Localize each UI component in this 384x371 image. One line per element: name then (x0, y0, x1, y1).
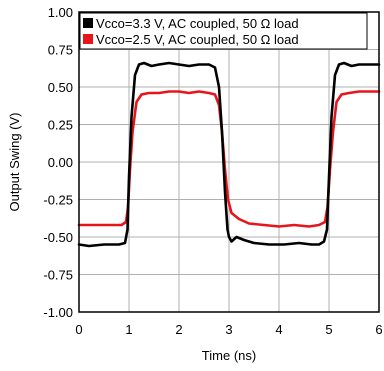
x-tick-label: 3 (225, 322, 232, 337)
y-tick-labels: 1.00 0.75 0.50 0.25 0.00 -0.25 -0.50 -0.75 -1.00 (43, 5, 73, 320)
legend-entry: Vcco=2.5 V, AC coupled, 50 Ω load (96, 32, 299, 47)
y-tick-label: 0.50 (48, 80, 73, 95)
y-tick-label: -1.00 (43, 305, 73, 320)
series-line-3v3 (77, 61, 381, 248)
legend-swatch (83, 18, 93, 28)
x-tick-label: 4 (275, 322, 282, 337)
x-tick-label: 0 (75, 322, 82, 337)
grid-lines (79, 12, 379, 312)
legend: Vcco=3.3 V, AC coupled, 50 Ω loadVcco=2.… (79, 12, 368, 50)
legend-entry: Vcco=3.3 V, AC coupled, 50 Ω load (96, 16, 299, 31)
legend-box (79, 12, 368, 50)
x-tick-label: 5 (325, 322, 332, 337)
x-tick-label: 6 (375, 322, 382, 337)
y-tick-label: -0.50 (43, 230, 73, 245)
y-tick-label: 1.00 (48, 5, 73, 20)
y-tick-label: 0.75 (48, 43, 73, 58)
y-axis-label: Output Swing (V) (7, 113, 22, 212)
series-lines (77, 61, 381, 248)
y-tick-label: -0.75 (43, 268, 73, 283)
plot-frame (78, 11, 380, 313)
y-tick-label: 0.25 (48, 118, 73, 133)
y-tick-label: -0.25 (43, 193, 73, 208)
y-tick-label: 0.00 (48, 155, 73, 170)
x-tick-label: 1 (125, 322, 132, 337)
x-tick-labels: 0 1 2 3 4 5 6 (75, 322, 382, 337)
x-tick-label: 2 (175, 322, 182, 337)
legend-swatch (83, 34, 93, 44)
x-axis-label: Time (ns) (202, 348, 256, 363)
